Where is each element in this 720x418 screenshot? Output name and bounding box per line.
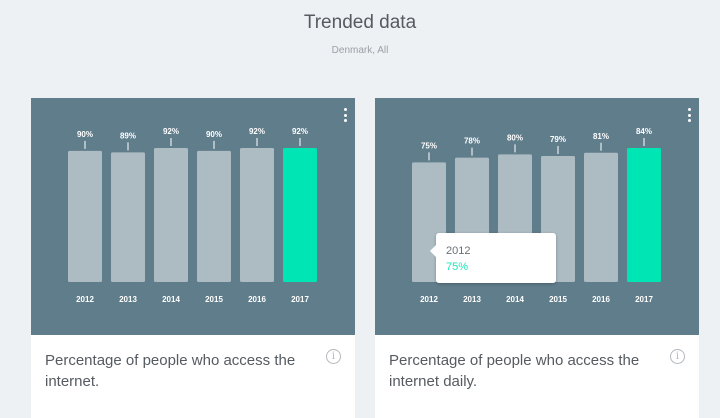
bar-2016[interactable]	[240, 148, 274, 282]
data-label: 89%	[120, 131, 136, 140]
card-title: Percentage of people who access the inte…	[45, 352, 296, 390]
data-label: 84%	[636, 127, 652, 136]
x-tick-label: 2012	[420, 295, 438, 304]
x-tick-label: 2015	[205, 295, 223, 304]
x-tick-label: 2016	[592, 295, 610, 304]
x-tick-label: 2014	[162, 295, 180, 304]
bar-2013[interactable]	[111, 152, 145, 282]
bar-2016[interactable]	[584, 152, 618, 282]
card-title: Percentage of people who access the inte…	[389, 352, 640, 390]
bar-2014[interactable]	[154, 148, 188, 282]
daily-internet-access-card: 75% 2012 78% 2013 80% 2014 79% 2015 81% 2016 84% 20…	[375, 98, 699, 418]
bar-chart: 90% 2012 89% 2013 92% 2014 90% 2015 92% 2016 92% 20…	[68, 127, 317, 304]
tooltip-value: 75%	[446, 261, 469, 273]
more-vertical-icon[interactable]	[342, 108, 348, 122]
bar-chart: 75% 2012 78% 2013 80% 2014 79% 2015 81% 2016 84% 20…	[412, 127, 661, 304]
data-label: 92%	[292, 127, 308, 136]
data-label: 90%	[77, 130, 93, 139]
page-subtitle: Denmark, All	[331, 45, 389, 56]
internet-access-card: 90% 2012 89% 2013 92% 2014 90% 2015 92% 2016 92% 20…	[31, 98, 355, 418]
data-label: 75%	[421, 141, 437, 150]
info-icon[interactable]: i	[326, 349, 341, 364]
bar-2017[interactable]	[627, 148, 661, 282]
data-label: 80%	[507, 133, 523, 142]
x-tick-label: 2015	[549, 295, 567, 304]
data-label: 90%	[206, 130, 222, 139]
data-label: 81%	[593, 132, 609, 141]
bar-2017[interactable]	[283, 148, 317, 282]
more-vertical-icon[interactable]	[686, 108, 692, 122]
chart-area: 75% 2012 78% 2013 80% 2014 79% 2015 81% 2016 84% 20…	[375, 98, 699, 335]
x-tick-label: 2012	[76, 295, 94, 304]
x-tick-label: 2016	[248, 295, 266, 304]
chart-area: 90% 2012 89% 2013 92% 2014 90% 2015 92% 2016 92% 20…	[31, 98, 355, 335]
x-tick-label: 2017	[291, 295, 309, 304]
bar-2012[interactable]	[68, 150, 102, 282]
info-icon[interactable]: i	[670, 349, 685, 364]
bar-2015[interactable]	[197, 150, 231, 282]
page-title: Trended data	[303, 12, 417, 33]
x-tick-label: 2017	[635, 295, 653, 304]
tooltip-year: 2012	[446, 245, 471, 257]
data-label: 92%	[249, 127, 265, 136]
data-label: 78%	[464, 137, 480, 146]
data-label: 79%	[550, 135, 566, 144]
x-tick-label: 2014	[506, 295, 524, 304]
data-label: 92%	[163, 127, 179, 136]
x-tick-label: 2013	[463, 295, 481, 304]
x-tick-label: 2013	[119, 295, 137, 304]
chart-tooltip: 2012 75%	[430, 233, 556, 283]
